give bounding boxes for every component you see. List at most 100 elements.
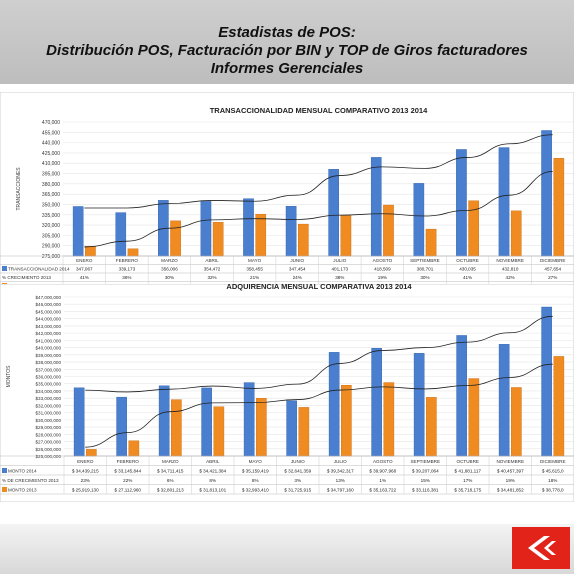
bar-2013 (170, 220, 181, 257)
y-tick-label: $41,000,000 (35, 338, 61, 343)
growth-label: 36% (122, 275, 131, 280)
footer-band (0, 524, 574, 574)
bar-2014 (541, 130, 552, 257)
x-tick-label: DICIEMBRE (540, 459, 566, 464)
growth-label: 15% (421, 478, 430, 483)
growth-label: 32% (207, 275, 216, 280)
bar-2013 (553, 356, 565, 457)
bar-2014 (201, 387, 212, 457)
bar-2013 (426, 397, 437, 457)
growth-label: 41% (80, 275, 89, 280)
y-tick-label: 395,000 (42, 172, 60, 178)
x-tick-label: DICIEMBRE (540, 258, 566, 263)
bar-2013 (85, 246, 96, 257)
chart-title: ADQUIRENCIA MENSUAL COMPARATIVA 2013 201… (226, 284, 412, 291)
bar-2014 (371, 348, 382, 457)
y-tick-label: $35,000,000 (35, 382, 61, 387)
bar-2013 (86, 449, 97, 457)
bar-2013 (128, 440, 140, 457)
x-tick-label: JULIO (333, 258, 346, 263)
data-label: $ 27,112,960 (115, 488, 142, 493)
data-label: $ 32,641,359 (284, 469, 311, 474)
y-tick-label: $25,000,000 (35, 454, 61, 459)
data-label: $ 35,718,175 (454, 488, 481, 493)
row-label: MONTO 2014 (8, 469, 37, 474)
x-tick-label: MARZO (162, 459, 179, 464)
bar-2014 (498, 147, 510, 257)
header-banner: Estadistas de POS: Distribución POS, Fac… (0, 0, 574, 84)
trend-line-2014 (85, 315, 553, 393)
data-label: $ 41,681,117 (455, 469, 482, 474)
y-tick-label: $47,000,000 (35, 295, 61, 300)
bar-2014 (541, 306, 552, 457)
data-label: 358,455 (246, 267, 263, 272)
bar-2013 (298, 407, 310, 457)
data-label: $ 39,907,968 (369, 469, 396, 474)
bar-2013 (171, 399, 182, 457)
bar-2013 (256, 398, 267, 457)
y-tick-label: $30,000,000 (35, 418, 61, 423)
trend-line-2014 (84, 134, 553, 209)
data-label: $ 39,207,064 (412, 469, 439, 474)
y-tick-label: 380,000 (42, 182, 60, 188)
bar-2014 (72, 206, 84, 257)
growth-label: 30% (420, 275, 429, 280)
y-tick-label: $39,000,000 (35, 353, 61, 358)
bar-2014 (243, 198, 254, 257)
data-label: 401,173 (331, 267, 348, 272)
growth-label: 30% (165, 275, 174, 280)
data-label: 354,472 (204, 267, 221, 272)
growth-label: 22% (123, 478, 132, 483)
bar-2014 (413, 353, 425, 457)
data-label: $ 33,116,381 (412, 488, 439, 493)
bar-2014 (328, 169, 339, 257)
bar-2013 (510, 210, 522, 257)
bar-2014 (286, 400, 297, 457)
data-label: $ 34,481,852 (497, 488, 524, 493)
bar-2013 (553, 158, 565, 257)
bar-2013 (255, 213, 267, 257)
data-label: 347,067 (76, 267, 93, 272)
y-tick-label: $28,000,000 (35, 432, 61, 437)
x-tick-label: SEPTIEMBRE (410, 258, 440, 263)
legend-swatch (2, 266, 7, 271)
chart-transaccionalidad: TRANSACCIONALIDAD MENSUAL COMPARATIVO 20… (0, 92, 574, 290)
growth-label: 13% (336, 478, 345, 483)
growth-label: 8% (252, 478, 259, 483)
data-label: $ 34,797,160 (327, 488, 354, 493)
data-label: $ 38,778,0 (542, 488, 564, 493)
data-label: $ 25,919,130 (72, 488, 99, 493)
trend-line-2013 (84, 171, 553, 248)
brand-logo (512, 527, 570, 569)
y-tick-label: $38,000,000 (35, 360, 61, 365)
row-label: % DE CRECIMIENTO 2013 (2, 478, 59, 483)
chart-frame (0, 92, 574, 290)
x-tick-label: AGOSTO (373, 258, 393, 263)
bar-2013 (298, 223, 309, 257)
bar-2014 (200, 201, 212, 257)
data-label: $ 34,421,384 (199, 469, 226, 474)
x-tick-label: ABRIL (205, 258, 219, 263)
growth-label: 24% (293, 275, 302, 280)
bar-2014 (456, 149, 467, 257)
y-tick-label: $29,000,000 (35, 425, 61, 430)
y-tick-label: $45,000,000 (35, 309, 61, 314)
y-tick-label: 350,000 (42, 202, 60, 208)
y-tick-label: 320,000 (42, 223, 60, 229)
x-tick-label: ABRIL (206, 459, 220, 464)
data-label: 356,006 (161, 267, 178, 272)
x-tick-label: AGOSTO (373, 459, 393, 464)
bar-2013 (383, 382, 395, 457)
growth-label: 3% (294, 478, 301, 483)
y-tick-label: $37,000,000 (35, 367, 61, 372)
growth-label: 21% (250, 275, 259, 280)
bar-2013 (425, 228, 437, 257)
data-label: $ 31,725,915 (284, 488, 311, 493)
y-tick-label: 425,000 (42, 151, 60, 157)
x-tick-label: MARZO (161, 258, 178, 263)
bar-2014 (116, 396, 127, 457)
growth-label: 41% (463, 275, 472, 280)
bar-2014 (328, 352, 340, 457)
growth-label: 8% (209, 478, 216, 483)
y-tick-label: 275,000 (42, 254, 60, 260)
